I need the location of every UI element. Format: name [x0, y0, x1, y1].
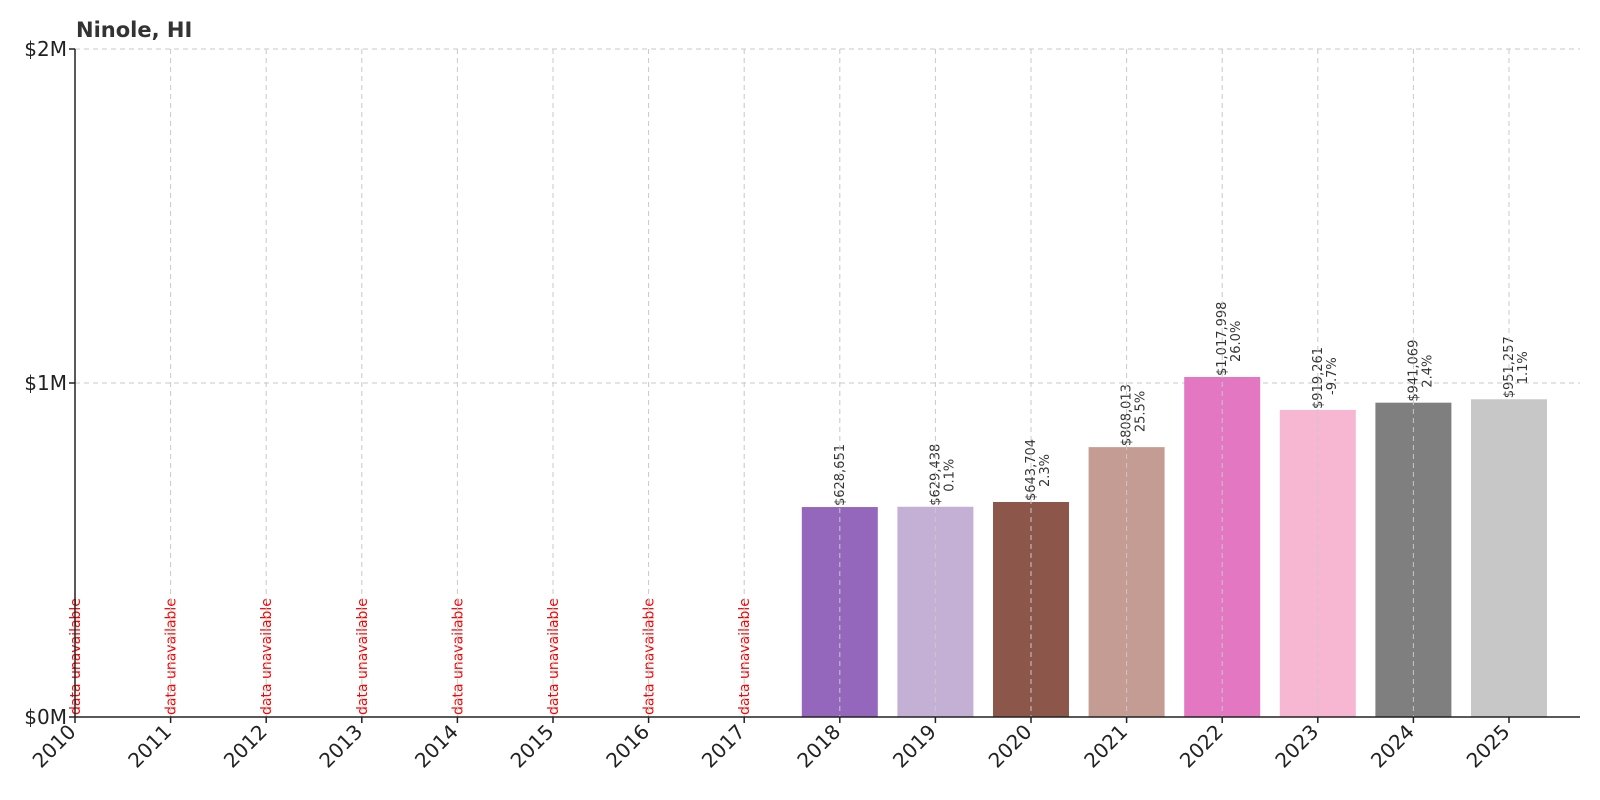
x-tick-label-2011: 2011	[123, 720, 176, 773]
x-tick-label-2024: 2024	[1366, 720, 1419, 773]
chart-title: Ninole, HI	[76, 18, 192, 42]
y-tick-label: $2M	[24, 37, 67, 61]
data-unavailable-label-2016: data unavailable	[642, 598, 658, 715]
x-tick-label-2022: 2022	[1175, 720, 1228, 773]
data-unavailable-label-2015: data unavailable	[546, 598, 562, 715]
x-tick-label-2012: 2012	[219, 720, 272, 773]
x-tick-label-2018: 2018	[792, 720, 845, 773]
data-unavailable-label-2011: data unavailable	[164, 598, 180, 715]
x-tick-label-2017: 2017	[697, 720, 750, 773]
x-tick-label-2025: 2025	[1462, 720, 1515, 773]
data-unavailable-label-2013: data unavailable	[355, 598, 371, 715]
bar-value-label-2024: $941,069	[1406, 340, 1421, 402]
data-unavailable-label-2010: data unavailable	[68, 598, 84, 715]
data-unavailable-label-2012: data unavailable	[259, 598, 275, 715]
x-tick-label-2015: 2015	[506, 720, 559, 773]
x-ticks: 2010 2011 2012 2013 2014 2015 2016 2017 2018 2019…	[28, 717, 1515, 773]
y-ticks: $0M $1M $2M	[24, 37, 75, 729]
x-tick-label-2021: 2021	[1079, 720, 1132, 773]
x-tick-label-2019: 2019	[888, 720, 941, 773]
bar-change-label-2021: 25.5%	[1134, 391, 1149, 432]
bar-change-label-2019: 0.1%	[942, 459, 957, 492]
bars	[801, 376, 1547, 717]
x-tick-label-2023: 2023	[1270, 720, 1323, 773]
bar-change-label-2023: -9.7%	[1325, 357, 1340, 395]
y-tick-label: $0M	[24, 705, 67, 729]
bar-change-label-2020: 2.3%	[1038, 454, 1053, 487]
data-unavailable-label-2017: data unavailable	[737, 598, 753, 715]
x-tick-label-2014: 2014	[410, 720, 463, 773]
bar-labels: data unavailable data unavailable data una…	[68, 49, 1531, 717]
x-tick-label-2013: 2013	[314, 720, 367, 773]
bar-value-label-2020: $643,704	[1024, 439, 1039, 501]
x-tick-label-2020: 2020	[984, 720, 1037, 773]
bar-change-label-2024: 2.4%	[1420, 355, 1435, 388]
data-unavailable-label-2014: data unavailable	[450, 598, 466, 715]
x-tick-label-2016: 2016	[601, 720, 654, 773]
y-tick-label: $1M	[24, 371, 67, 395]
bar-value-label-2021: $808,013	[1120, 384, 1135, 446]
bar-change-label-2025: 1.1%	[1516, 351, 1531, 384]
grid-lines	[75, 48, 1580, 384]
bar-change-label-2022: 26.0%	[1229, 321, 1244, 362]
